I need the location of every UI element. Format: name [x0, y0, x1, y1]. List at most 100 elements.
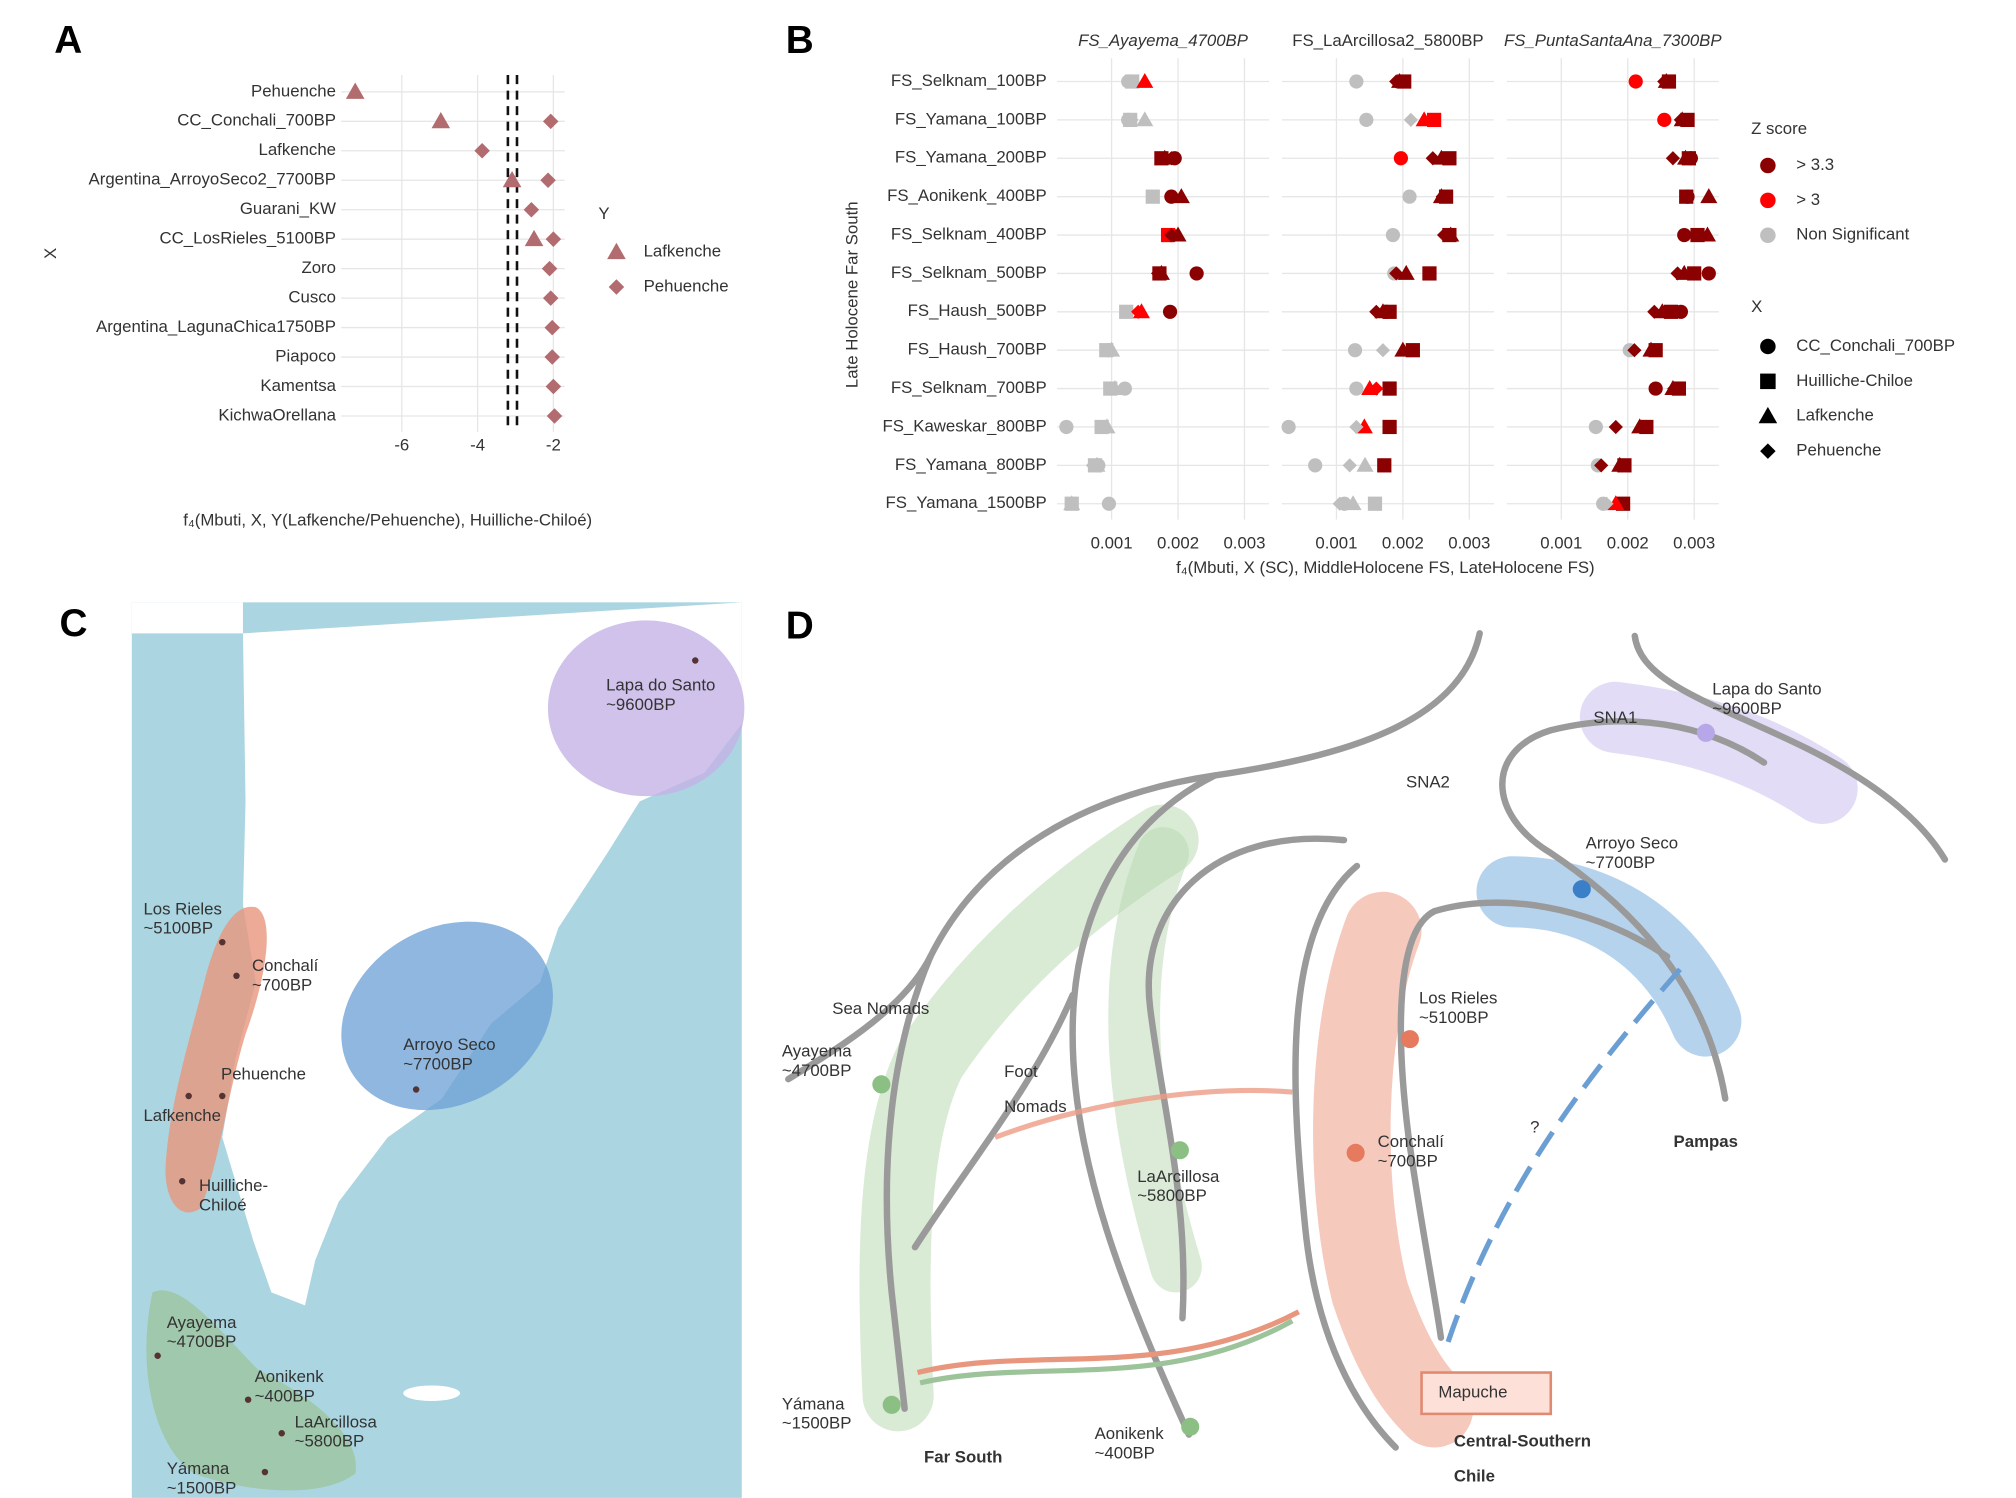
site-dot	[219, 938, 226, 946]
point	[1642, 341, 1660, 357]
legend-label: > 3	[1796, 190, 1820, 209]
point	[1367, 496, 1383, 511]
y-axis-title: X	[41, 248, 60, 259]
point	[544, 319, 560, 336]
point	[1382, 419, 1397, 435]
y-tick-label: Kamentsa	[260, 376, 336, 395]
y-tick-label: Pehuenche	[251, 81, 336, 100]
site-dot	[412, 1086, 420, 1093]
site-label: LaArcillosa	[1137, 1167, 1220, 1186]
band-chile	[1313, 891, 1474, 1448]
legend-title: Y	[598, 204, 609, 223]
x-tick-label: 0.003	[1673, 534, 1715, 553]
legend-symbol	[607, 242, 626, 260]
y-tick-label: FS_Kaweskar_800BP	[882, 416, 1046, 435]
y-tick-label: Piapoco	[275, 346, 336, 365]
y-tick-label: FS_Yamana_200BP	[895, 148, 1047, 167]
legend-symbol	[1760, 227, 1776, 244]
point	[1693, 227, 1708, 243]
point	[541, 260, 558, 277]
point	[523, 201, 540, 218]
point	[1677, 149, 1695, 165]
site-label: Pehuenche	[221, 1065, 306, 1084]
point	[1308, 458, 1323, 473]
site-label: ~1500BP	[167, 1478, 237, 1497]
band-sea	[859, 804, 1199, 1432]
legend-label: Lafkenche	[644, 242, 722, 261]
site-dot	[872, 1075, 891, 1094]
point	[546, 408, 563, 424]
flow	[994, 1087, 1293, 1140]
site-label: Aonikenk	[1095, 1424, 1165, 1443]
legend-symbol	[1760, 373, 1776, 390]
point	[1124, 74, 1139, 89]
site-label: Lapa do Santo	[1712, 680, 1821, 699]
legend-symbol	[608, 279, 625, 295]
point	[1349, 419, 1364, 435]
region-chile	[165, 906, 267, 1213]
y-tick-label: CC_Conchali_700BP	[177, 111, 336, 130]
point	[1700, 188, 1718, 204]
branch	[1405, 1134, 1445, 1341]
branch	[785, 953, 934, 1083]
point	[1145, 189, 1160, 204]
point	[1680, 189, 1695, 204]
point	[1369, 381, 1384, 396]
panel-label: B	[786, 19, 814, 62]
branch	[1499, 718, 1768, 1102]
site-label: Huilliche-	[199, 1176, 268, 1195]
site-dot	[154, 1352, 161, 1359]
point	[1124, 112, 1139, 128]
legend-label: CC_Conchali_700BP	[1796, 336, 1955, 355]
site-dot	[278, 1430, 285, 1437]
site-dot	[1170, 1141, 1189, 1160]
legend-label: Lafkenche	[1796, 406, 1874, 425]
legend-title: X	[1751, 297, 1762, 316]
flow	[919, 1318, 1294, 1386]
group-label: Chile	[1454, 1467, 1495, 1486]
point	[1608, 419, 1623, 435]
panel-label: D	[786, 604, 814, 647]
site-label: ~5800BP	[295, 1432, 365, 1451]
site-dot	[1346, 1143, 1365, 1162]
x-tick-label: 0.001	[1540, 534, 1582, 553]
site-label: ~9600BP	[606, 695, 676, 714]
legend-symbol	[1760, 157, 1776, 174]
x-tick-label: 0.002	[1157, 534, 1199, 553]
site-label: ~5100BP	[1419, 1008, 1489, 1027]
point	[1673, 112, 1689, 128]
point	[1172, 188, 1190, 204]
y-axis-title: Late Holocene Far South	[842, 201, 861, 388]
group-label: Nomads	[1004, 1097, 1067, 1116]
y-tick-label: FS_Yamana_1500BP	[886, 493, 1047, 512]
site-label: Los Rieles	[143, 899, 221, 918]
point	[1607, 495, 1625, 511]
facet-title: FS_PuntaSantaAna_7300BP	[1504, 31, 1722, 50]
point	[1136, 111, 1154, 127]
y-tick-label: Argentina_LagunaChica1750BP	[96, 317, 336, 336]
point	[524, 229, 544, 247]
x-tick-label: -6	[394, 435, 409, 454]
point	[1281, 419, 1296, 435]
point	[1332, 496, 1347, 511]
site-label: ~1500BP	[782, 1414, 852, 1433]
legend-symbol	[1760, 443, 1776, 459]
site-label: LaArcillosa	[295, 1412, 378, 1431]
mapuche-box	[1420, 1371, 1553, 1416]
point	[345, 82, 365, 99]
site-dot	[185, 1092, 192, 1100]
site-label: ~400BP	[1095, 1443, 1155, 1462]
point	[1189, 266, 1204, 281]
y-tick-label: FS_Haush_500BP	[908, 301, 1047, 320]
branch	[1145, 835, 1348, 1322]
point	[1385, 227, 1401, 243]
facet-title: FS_LaArcillosa2_5800BP	[1292, 31, 1483, 50]
site-dot	[1572, 880, 1591, 899]
y-tick-label: FS_Haush_700BP	[908, 340, 1047, 359]
map	[131, 602, 745, 1498]
group-label: SNA1	[1593, 708, 1637, 727]
site-label: ~9600BP	[1712, 699, 1782, 718]
group-label: ?	[1530, 1118, 1539, 1137]
point	[1104, 381, 1119, 396]
